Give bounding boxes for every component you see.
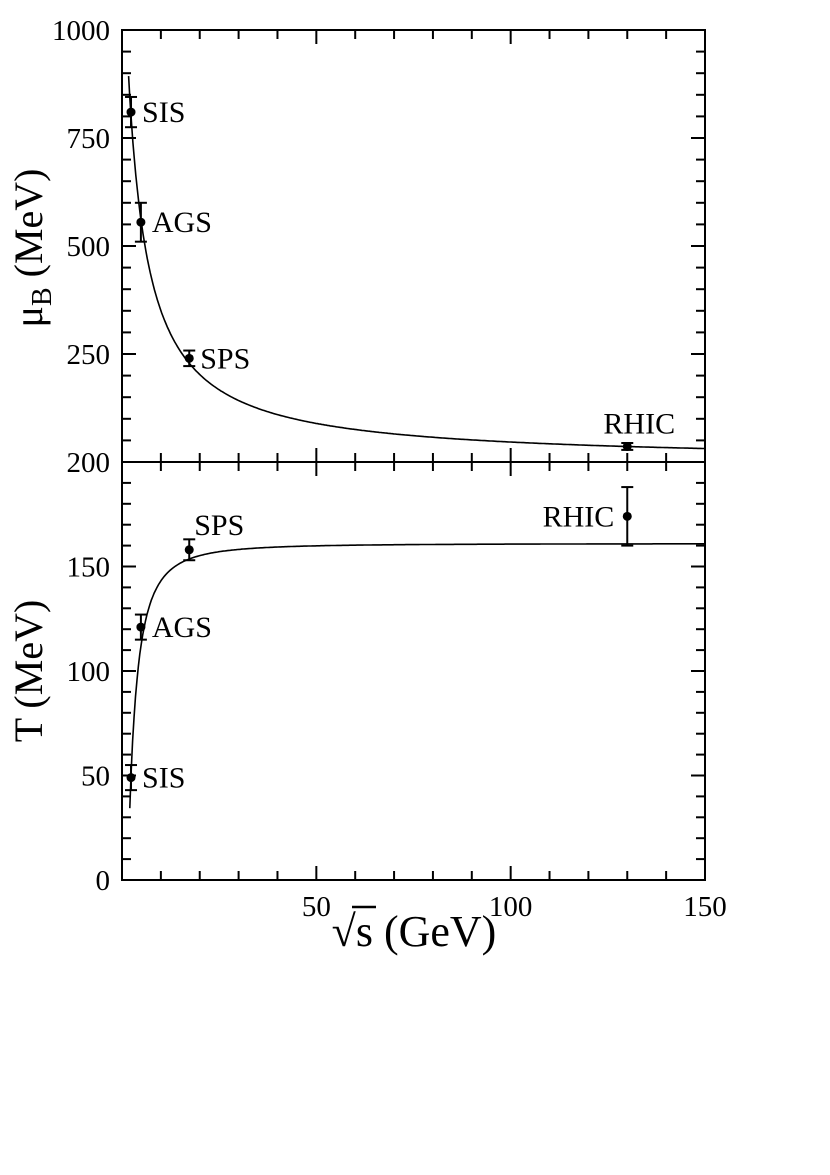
fit-curve-muB (127, 76, 705, 450)
point-label-SIS-bottom: SIS (142, 762, 185, 795)
point-label-AGS-bottom: AGS (152, 611, 212, 644)
x-tick-label: 100 (489, 891, 533, 923)
data-point-SIS-top (126, 107, 136, 117)
data-point-SIS-bottom (126, 773, 136, 783)
y-tick-label-bottom: 150 (67, 552, 111, 584)
y-tick-label-top: 1000 (52, 15, 110, 47)
y-tick-label-bottom: 200 (67, 447, 111, 479)
y-axis-label-muB: μB (MeV) (6, 169, 58, 328)
x-axis-label: √s (GeV) (332, 907, 497, 956)
x-tick-label: 50 (302, 891, 331, 923)
data-point-SPS-bottom (184, 545, 194, 555)
y-tick-label-top: 750 (67, 123, 111, 155)
data-point-AGS-bottom (136, 622, 146, 632)
data-point-SPS-top (184, 353, 194, 363)
point-label-SPS-top: SPS (200, 342, 250, 375)
point-label-AGS-top: AGS (152, 206, 212, 239)
point-label-RHIC-bottom: RHIC (543, 500, 615, 533)
point-label-SPS-bottom: SPS (194, 509, 244, 542)
point-label-RHIC-top: RHIC (603, 407, 675, 440)
y-tick-label-top: 250 (67, 339, 111, 371)
fit-curve-T (129, 542, 705, 809)
y-tick-label-bottom: 50 (81, 761, 110, 793)
y-axis-label-T: T (MeV) (6, 600, 51, 743)
data-point-RHIC-top (622, 441, 632, 451)
x-tick-label: 150 (683, 891, 727, 923)
y-tick-label-top: 500 (67, 231, 111, 263)
point-label-SIS-top: SIS (142, 96, 185, 129)
plot-frame (121, 29, 706, 881)
y-tick-label-bottom: 0 (96, 865, 111, 897)
y-tick-label-bottom: 100 (67, 656, 111, 688)
data-point-RHIC-bottom (622, 511, 632, 521)
data-point-AGS-top (136, 217, 146, 227)
